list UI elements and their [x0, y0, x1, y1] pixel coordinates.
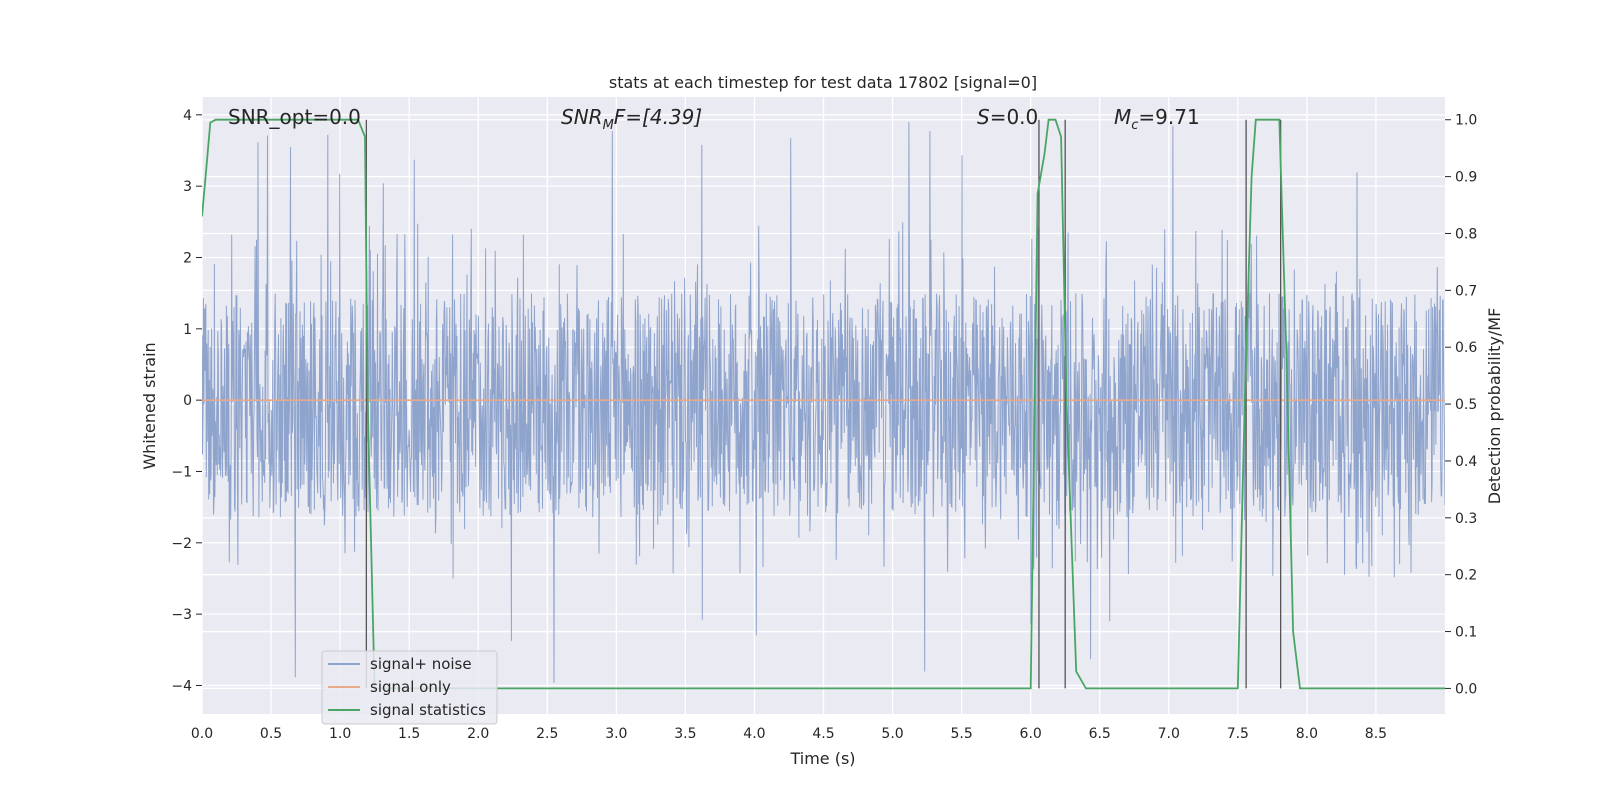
- x-tick-label: 2.0: [467, 726, 489, 742]
- annotation-mc: Mc=9.71: [1114, 105, 1200, 133]
- x-tick-label: 5.0: [881, 726, 903, 742]
- y-tick-label: −4: [171, 678, 192, 694]
- y-right-tick-label: 1.0: [1455, 113, 1477, 129]
- y-axis-left: 4 3 2 1 0 −1 −2 −3 −4: [171, 108, 202, 694]
- chart-title: stats at each timestep for test data 178…: [609, 73, 1037, 92]
- x-tick-label: 0.0: [191, 726, 213, 742]
- y-right-tick-label: 0.7: [1455, 283, 1477, 299]
- x-tick-label: 7.0: [1158, 726, 1180, 742]
- y-axis-right: 1.0 0.9 0.8 0.7 0.6 0.5 0.4 0.3 0.2 0.1 0.0: [1445, 113, 1477, 697]
- x-tick-label: 3.5: [674, 726, 696, 742]
- y-tick-label: 1: [183, 322, 192, 338]
- legend-box: [321, 650, 498, 725]
- x-tick-label: 1.0: [329, 726, 351, 742]
- y-tick-label: 3: [183, 179, 192, 195]
- x-tick-label: 5.5: [950, 726, 972, 742]
- y-right-tick-label: 0.8: [1455, 226, 1477, 242]
- x-tick-label: 6.0: [1020, 726, 1042, 742]
- annotation-snr-mf: SNRMF=[4.39]: [561, 105, 702, 133]
- x-tick-label: 2.5: [536, 726, 558, 742]
- y-right-tick-label: 0.2: [1455, 568, 1477, 584]
- y-tick-label: −3: [171, 607, 192, 623]
- y-right-tick-label: 0.9: [1455, 170, 1477, 186]
- x-tick-label: 6.5: [1089, 726, 1111, 742]
- legend-label-signal-plus-noise: signal+ noise: [370, 655, 472, 673]
- y-right-tick-label: 0.4: [1455, 454, 1477, 470]
- x-tick-label: 7.5: [1227, 726, 1249, 742]
- y-right-tick-label: 0.3: [1455, 511, 1477, 527]
- x-tick-label: 4.0: [743, 726, 765, 742]
- series-signal-plus-noise: [202, 122, 1445, 683]
- x-tick-label: 1.5: [398, 726, 420, 742]
- legend: signal+ noise signal only signal statist…: [321, 650, 498, 725]
- y-right-tick-label: 0.1: [1455, 625, 1477, 641]
- annotation-s: S=0.0: [977, 105, 1038, 129]
- x-tick-label: 0.5: [260, 726, 282, 742]
- y-right-tick-label: 0.6: [1455, 340, 1477, 356]
- x-axis-label: Time (s): [789, 749, 855, 768]
- vertical-markers: [365, 119, 1282, 689]
- y-axis-right-label: Detection probability/MF: [1485, 308, 1504, 505]
- y-right-tick-label: 0.5: [1455, 397, 1477, 413]
- y-tick-label: 0: [183, 393, 192, 409]
- legend-label-signal-statistics: signal statistics: [370, 701, 486, 719]
- series-signal-statistics: [202, 118, 1445, 690]
- y-tick-label: 2: [183, 250, 192, 266]
- x-tick-label: 4.5: [812, 726, 834, 742]
- legend-label-signal-only: signal only: [370, 678, 451, 696]
- x-axis: 0.0 0.5 1.0 1.5 2.0 2.5 3.0 3.5 4.0 4.5 5.0 5.5 6.0 6…: [191, 726, 1387, 742]
- x-tick-label: 8.0: [1296, 726, 1318, 742]
- y-tick-label: −1: [171, 464, 192, 480]
- y-tick-label: 4: [183, 108, 192, 124]
- x-tick-label: 3.0: [605, 726, 627, 742]
- x-tick-label: 8.5: [1365, 726, 1387, 742]
- y-right-tick-label: 0.0: [1455, 681, 1477, 697]
- y-tick-label: −2: [171, 536, 192, 552]
- annotation-snr-opt: SNR_opt=0.0: [228, 105, 361, 129]
- y-axis-label: Whitened strain: [140, 342, 159, 469]
